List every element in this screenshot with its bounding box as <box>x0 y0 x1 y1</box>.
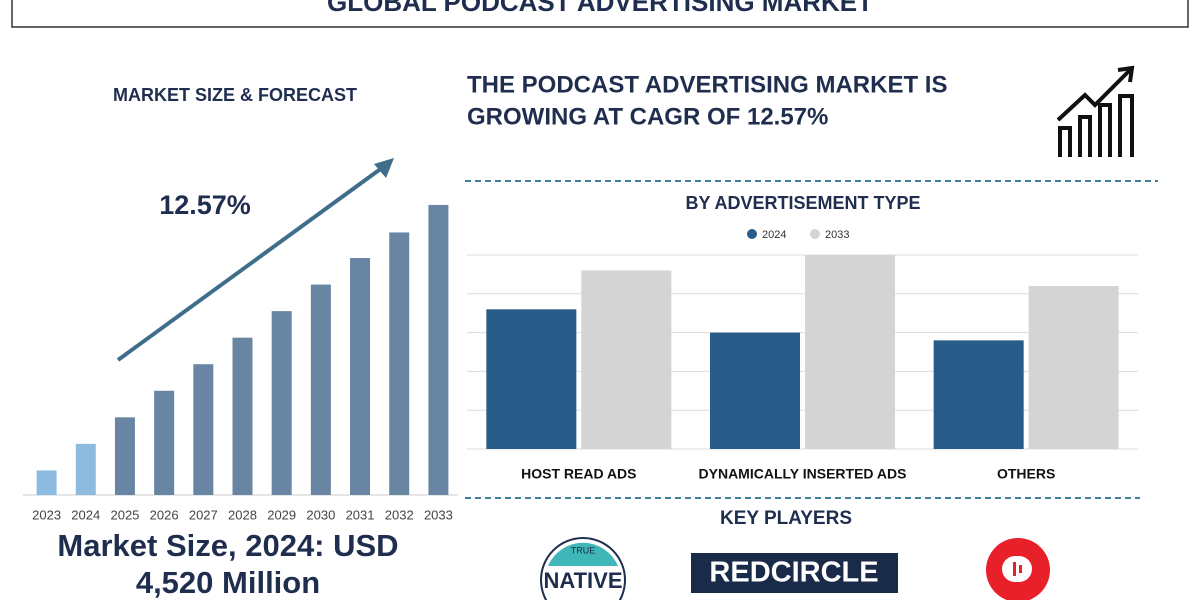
logo-red-pin <box>986 538 1050 602</box>
x-tick-label: 2027 <box>189 507 218 522</box>
logo-text: TRUE <box>571 545 596 555</box>
x-tick-label: 2029 <box>267 507 296 522</box>
legend-marker <box>747 229 757 239</box>
x-tick-label: 2025 <box>110 507 139 522</box>
bar <box>271 311 292 495</box>
header-box <box>11 0 1189 28</box>
legend-label: 2033 <box>825 229 849 241</box>
headline: GROWING AT CAGR OF 12.57% <box>467 103 828 130</box>
logo-text: NATIVE <box>543 568 622 593</box>
x-tick-label: 2031 <box>346 507 375 522</box>
growth-icon <box>1056 65 1135 157</box>
x-tick-label: 2023 <box>32 507 61 522</box>
legend-label: 2024 <box>762 229 786 241</box>
bar <box>933 340 1024 449</box>
x-tick-label: 2028 <box>228 507 257 522</box>
chart-title: BY ADVERTISEMENT TYPE <box>685 193 920 213</box>
x-tick-label: OTHERS <box>997 466 1055 482</box>
trend-arrow-head <box>374 158 394 178</box>
bar <box>1028 286 1119 449</box>
x-tick-label: 2033 <box>424 507 453 522</box>
bar <box>154 390 175 495</box>
bar <box>486 309 577 449</box>
market-size: Market Size, 2024: USD <box>57 528 398 563</box>
bar <box>581 270 672 449</box>
bar <box>114 417 135 495</box>
bar <box>232 337 253 495</box>
logo-redcircle: REDCIRCLE <box>691 553 898 593</box>
bar <box>193 364 214 495</box>
bar <box>805 255 895 449</box>
legend-marker <box>810 229 820 239</box>
x-tick-label: 2030 <box>306 507 335 522</box>
logo-true-native: TRUE NATIVE <box>540 537 626 605</box>
bar <box>36 470 57 495</box>
logo-text: REDCIRCLE <box>709 557 878 589</box>
x-tick-label: DYNAMICALLY INSERTED ADS <box>699 466 907 482</box>
chart-title: MARKET SIZE & FORECAST <box>113 85 357 105</box>
trend-arrow <box>116 163 388 362</box>
bar <box>75 443 96 495</box>
x-tick-label: 2026 <box>150 507 179 522</box>
headline: THE PODCAST ADVERTISING MARKET IS <box>467 71 947 98</box>
key-players-title: KEY PLAYERS <box>720 508 852 529</box>
x-tick-label: HOST READ ADS <box>521 466 636 482</box>
x-tick-label: 2024 <box>71 507 100 522</box>
bar <box>389 232 410 495</box>
bar <box>310 284 331 495</box>
bar <box>428 204 449 495</box>
x-tick-label: 2032 <box>385 507 414 522</box>
market-size: 4,520 Million <box>136 565 320 600</box>
annotation: 12.57% <box>159 190 251 220</box>
bar <box>350 258 371 495</box>
header-title: GLOBAL PODCAST ADVERTISING MARKET <box>327 0 873 17</box>
bar <box>710 332 800 449</box>
